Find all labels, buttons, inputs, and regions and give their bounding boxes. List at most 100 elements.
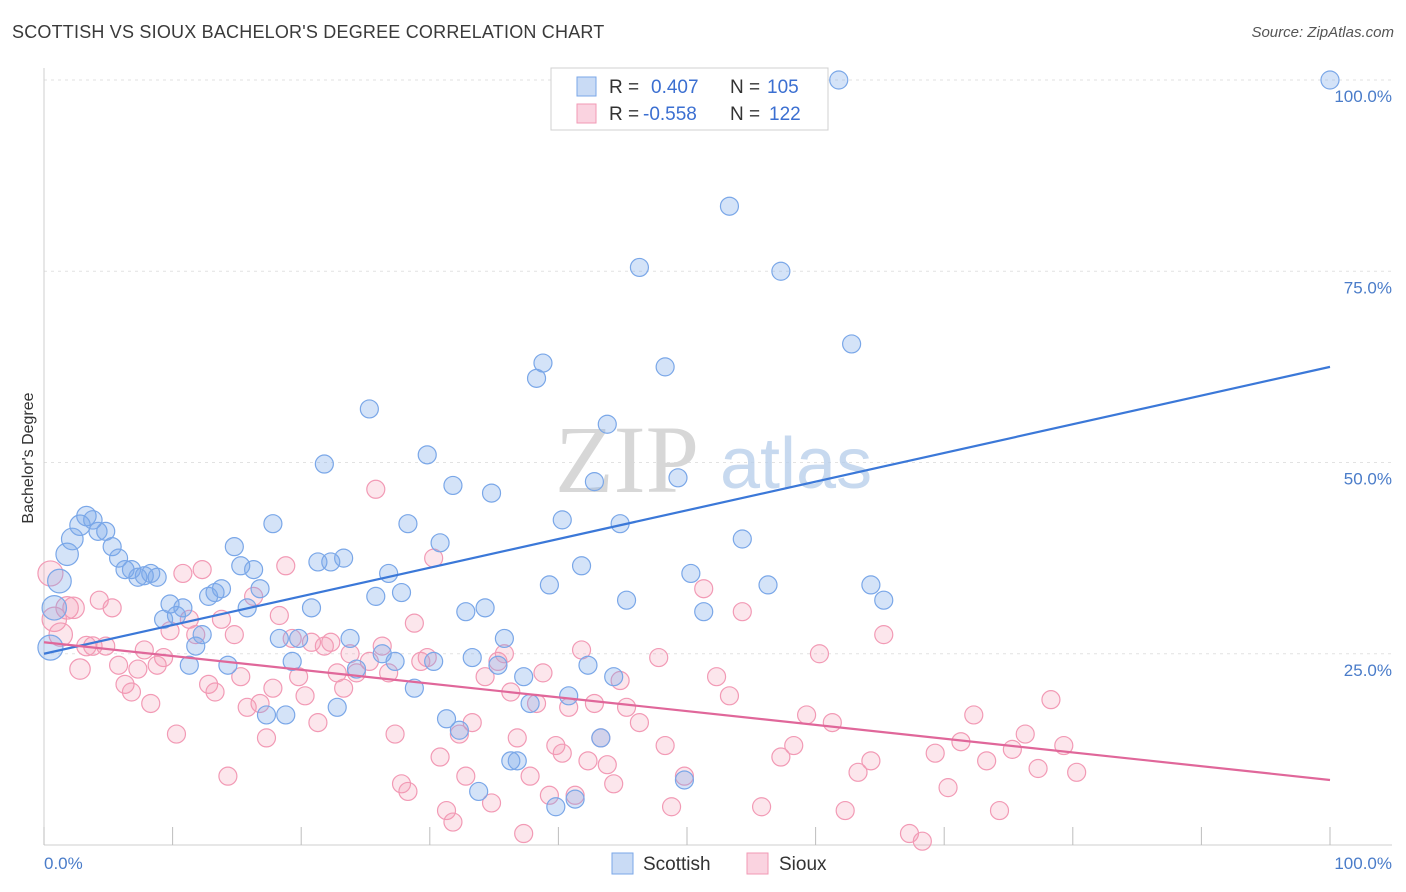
scottish-point	[514, 667, 534, 687]
sioux-point	[379, 663, 399, 683]
scottish-point	[1320, 70, 1340, 90]
sioux-point	[134, 640, 154, 660]
bottom-legend-swatch-sioux	[746, 852, 769, 875]
scottish-point	[533, 353, 553, 373]
sioux-point	[166, 724, 187, 744]
sioux-point	[507, 728, 527, 748]
sioux-point	[481, 793, 502, 813]
scottish-point	[269, 628, 289, 649]
scottish-point	[674, 770, 695, 790]
scottish-point	[102, 537, 122, 557]
sioux-trend-line	[43, 641, 1331, 782]
sioux-point	[751, 797, 772, 817]
sioux-point	[55, 596, 79, 620]
bottom-legend-label-sioux: Sioux	[779, 854, 827, 875]
sioux-point	[334, 678, 354, 698]
scottish-point	[874, 590, 894, 610]
scottish-point	[55, 542, 79, 567]
sioux-point	[62, 596, 85, 620]
x-tick-label: 100.0%	[1334, 854, 1392, 873]
x-tick-labels: 0.0% 100.0%	[44, 854, 1392, 873]
scottish-point	[719, 196, 740, 216]
scottish-point	[282, 651, 302, 672]
sioux-point	[835, 800, 855, 821]
scottish-point	[289, 628, 309, 649]
legend-r-value-scottish: 0.407	[651, 77, 699, 98]
scottish-point	[179, 655, 199, 675]
sioux-point	[520, 766, 540, 786]
scottish-point	[629, 257, 650, 278]
scottish-point	[565, 789, 585, 809]
scottish-point	[301, 598, 322, 618]
scottish-points	[37, 70, 1340, 817]
sioux-point	[861, 751, 881, 771]
scottish-point	[481, 483, 502, 503]
scottish-point	[231, 556, 251, 576]
scottish-point	[507, 751, 527, 771]
scottish-point	[430, 533, 450, 553]
sioux-point	[102, 598, 122, 618]
sioux-point	[732, 602, 752, 622]
sioux-point	[578, 751, 598, 771]
sioux-point	[694, 579, 714, 599]
y-tick-label: 50.0%	[1344, 470, 1392, 489]
scottish-point	[391, 582, 412, 603]
scottish-point	[186, 636, 206, 656]
x-tick-label: 0.0%	[44, 854, 83, 873]
scottish-point	[314, 454, 334, 474]
sioux-point	[912, 831, 932, 851]
sioux-point	[231, 667, 251, 687]
sioux-point	[115, 674, 135, 694]
scottish-point	[571, 556, 592, 576]
scottish-point	[501, 751, 521, 771]
sioux-point	[385, 724, 405, 744]
scottish-point	[47, 568, 72, 594]
scottish-point	[681, 563, 701, 584]
sioux-point	[546, 735, 566, 756]
sioux-point	[456, 766, 476, 786]
sioux-point	[649, 647, 669, 668]
sioux-point	[224, 625, 244, 645]
sioux-point	[121, 682, 142, 702]
scottish-point	[694, 602, 714, 622]
stats-legend: R = 0.407 N = 105 R = -0.558 N = 122	[550, 67, 829, 131]
sioux-point	[597, 755, 617, 775]
sioux-point	[796, 705, 817, 725]
scottish-point	[488, 655, 508, 675]
sioux-point	[629, 712, 650, 733]
scottish-point	[616, 590, 637, 610]
sioux-point	[848, 762, 868, 782]
sioux-point	[616, 697, 637, 717]
scottish-point	[250, 579, 270, 599]
sioux-point	[539, 785, 559, 805]
sioux-point	[1002, 739, 1022, 759]
sioux-point	[263, 678, 283, 698]
sioux-point	[925, 743, 945, 763]
scottish-point	[539, 575, 559, 595]
sioux-point	[321, 632, 341, 652]
sioux-point	[108, 655, 129, 675]
sioux-point	[494, 644, 514, 664]
axes	[43, 68, 1392, 846]
scottish-point	[732, 529, 752, 549]
bottom-legend-label-scottish: Scottish	[643, 854, 711, 875]
scottish-point	[829, 70, 849, 90]
bottom-legend-swatch-scottish	[611, 852, 634, 875]
sioux-point	[584, 693, 605, 714]
sioux-point	[366, 479, 386, 499]
scottish-point	[604, 667, 624, 687]
sioux-point	[269, 605, 289, 626]
scottish-point	[379, 563, 399, 584]
sioux-point	[964, 705, 984, 725]
sioux-point	[69, 658, 91, 680]
sioux-point	[192, 559, 212, 580]
scottish-point	[597, 414, 617, 434]
sioux-point	[604, 774, 624, 794]
sioux-point	[552, 743, 572, 763]
scottish-point	[494, 628, 514, 649]
legend-r-label-scottish: R =	[609, 77, 639, 98]
sioux-point	[295, 686, 315, 706]
scottish-point	[771, 261, 791, 281]
sioux-point	[719, 686, 740, 706]
watermark-atlas: atlas	[720, 424, 872, 504]
